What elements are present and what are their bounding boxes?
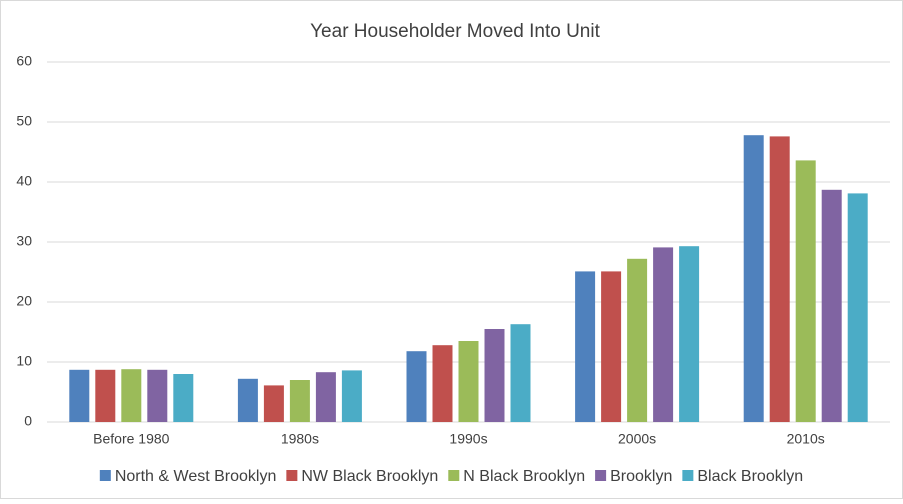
bar: [575, 271, 596, 422]
bar: [406, 351, 427, 422]
y-tick-label: 60: [16, 53, 32, 69]
x-tick-label: 1990s: [449, 431, 487, 447]
bar: [458, 341, 479, 422]
legend-label: Black Brooklyn: [697, 468, 803, 485]
legend-label: North & West Brooklyn: [115, 468, 277, 485]
bar: [627, 258, 648, 422]
bar: [95, 369, 116, 422]
legend-swatch: [99, 470, 111, 481]
bar: [601, 271, 622, 422]
bar: [484, 329, 505, 422]
bar: [769, 136, 790, 422]
legend-label: Brooklyn: [610, 468, 672, 485]
legend-label: N Black Brooklyn: [463, 468, 585, 485]
bar: [821, 189, 842, 422]
y-tick-label: 20: [16, 293, 32, 309]
y-tick-label: 0: [24, 413, 32, 429]
bar: [69, 369, 90, 422]
bar: [263, 385, 284, 422]
legend-swatch: [595, 470, 607, 481]
legend-swatch: [448, 470, 460, 481]
y-tick-label: 30: [16, 233, 32, 249]
bar: [341, 370, 362, 422]
x-tick-label: 1980s: [281, 431, 319, 447]
bar: [315, 372, 336, 422]
bar: [743, 135, 764, 422]
bar: [147, 369, 168, 422]
bar: [121, 369, 142, 422]
x-tick-label: 2010s: [787, 431, 825, 447]
bar: [679, 246, 700, 422]
legend-swatch: [286, 470, 298, 481]
bar: [432, 345, 453, 422]
bar: [289, 380, 310, 422]
y-tick-label: 40: [16, 173, 32, 189]
x-tick-label: Before 1980: [93, 431, 169, 447]
bar: [653, 247, 674, 422]
chart-title: Year Householder Moved Into Unit: [310, 21, 600, 42]
x-tick-label: 2000s: [618, 431, 656, 447]
y-tick-label: 50: [16, 113, 32, 129]
bar: [847, 193, 868, 422]
bar: [237, 378, 258, 422]
y-tick-label: 10: [16, 353, 32, 369]
legend-label: NW Black Brooklyn: [301, 468, 438, 485]
bar: [795, 160, 816, 422]
legend-swatch: [682, 470, 694, 481]
bar: [173, 374, 194, 422]
bar: [510, 324, 531, 422]
